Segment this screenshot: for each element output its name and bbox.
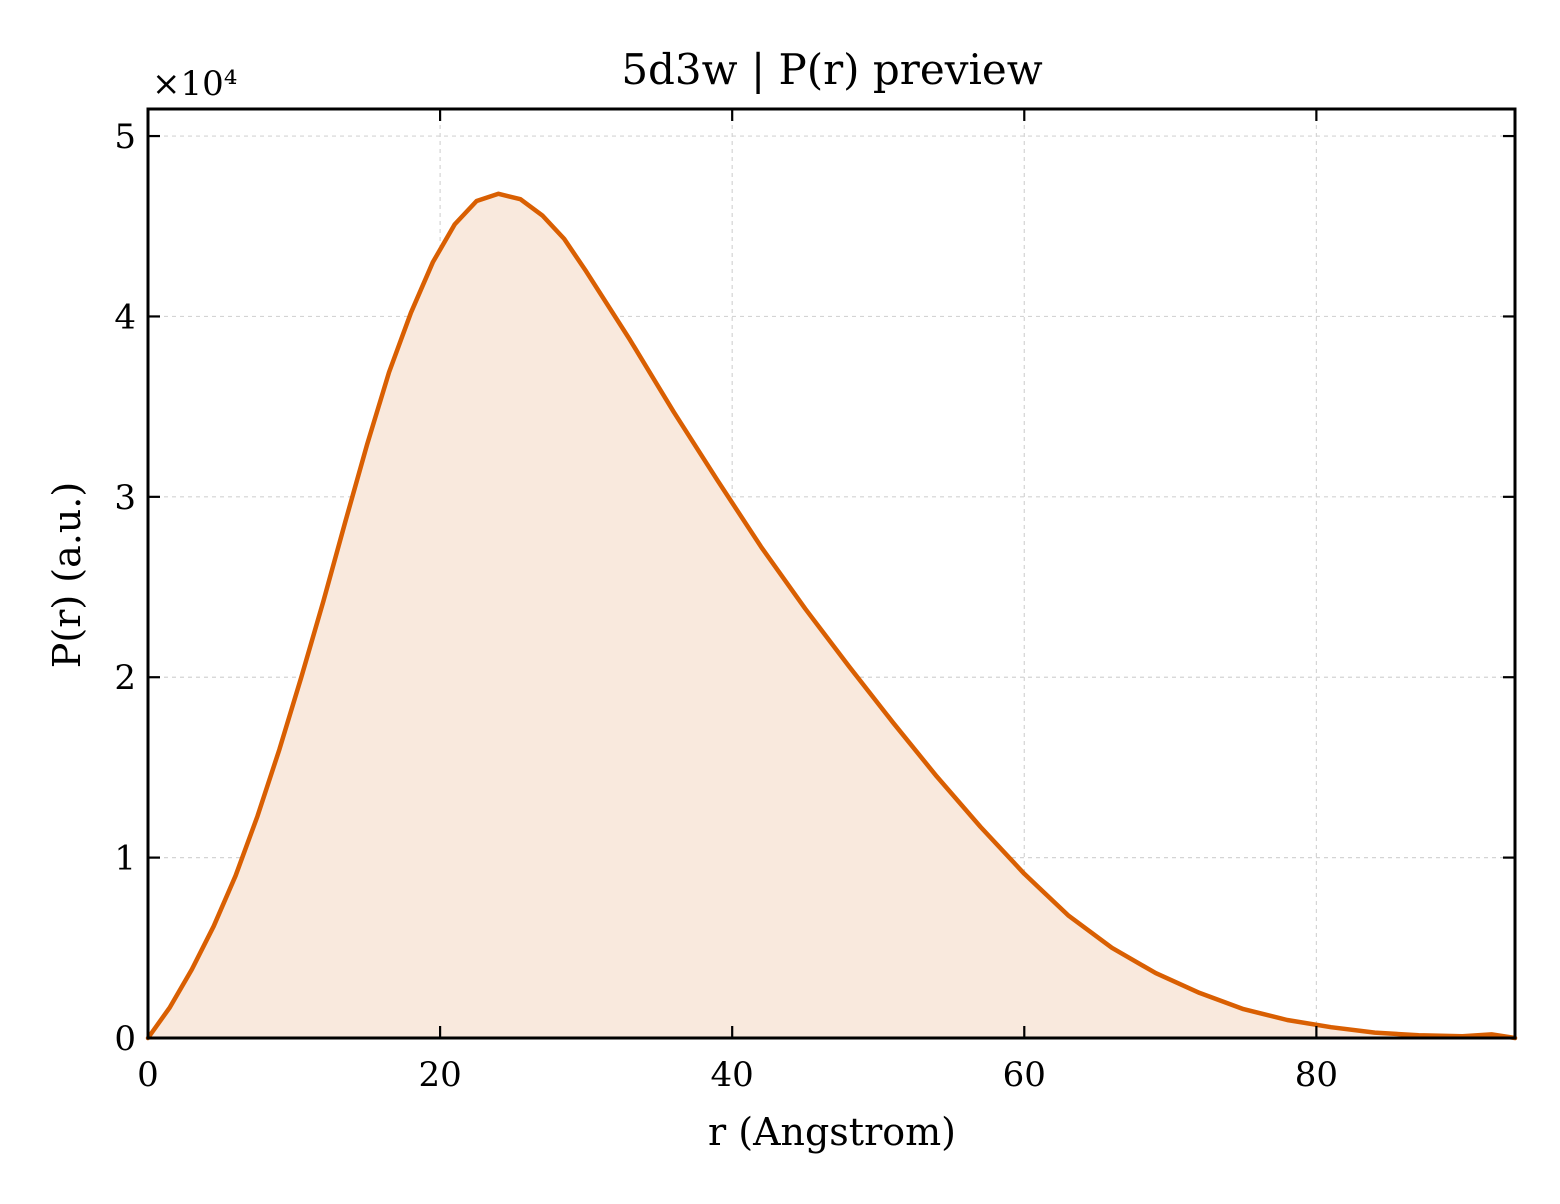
y-tick-label: 2 <box>114 658 136 698</box>
y-tick-label: 1 <box>114 839 136 879</box>
x-tick-label: 60 <box>1003 1055 1046 1095</box>
plot-frame <box>146 107 1517 1040</box>
y-tick-label: 5 <box>114 117 136 157</box>
y-tick-label: 3 <box>114 478 136 518</box>
data-layer <box>145 191 1518 1041</box>
x-axis-label: r (Angstrom) <box>708 1110 956 1154</box>
x-tick-label: 0 <box>137 1055 159 1095</box>
labels-layer: 5d3w | P(r) preview r (Angstrom) P(r) (a… <box>45 45 1043 1154</box>
chart-title: 5d3w | P(r) preview <box>621 45 1042 94</box>
x-tick-label: 20 <box>418 1055 461 1095</box>
series-area-fill <box>148 193 1515 1039</box>
x-tick-label: 80 <box>1295 1055 1338 1095</box>
y-axis-label: P(r) (a.u.) <box>45 482 89 668</box>
x-tick-label: 40 <box>711 1055 754 1095</box>
y-tick-label: 4 <box>114 297 136 337</box>
y-axis-multiplier: ×10⁴ <box>152 64 237 104</box>
series-line <box>145 191 1518 1041</box>
y-tick-label: 0 <box>114 1019 136 1059</box>
axes-layer: 0 20 40 60 80 0 1 2 3 4 5 <box>114 107 1517 1095</box>
